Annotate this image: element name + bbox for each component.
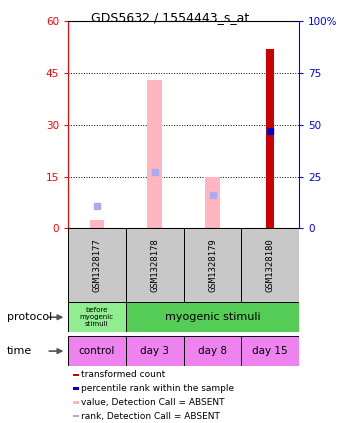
Bar <box>68 228 126 302</box>
Bar <box>241 228 299 302</box>
Bar <box>126 336 184 366</box>
Text: day 15: day 15 <box>253 346 288 356</box>
Bar <box>148 80 162 228</box>
Text: value, Detection Call = ABSENT: value, Detection Call = ABSENT <box>81 398 224 407</box>
Text: day 8: day 8 <box>198 346 227 356</box>
Bar <box>68 302 126 332</box>
Bar <box>184 336 241 366</box>
Bar <box>184 228 241 302</box>
Text: before
myogenic
stimuli: before myogenic stimuli <box>80 307 114 327</box>
Text: rank, Detection Call = ABSENT: rank, Detection Call = ABSENT <box>81 412 220 420</box>
Text: transformed count: transformed count <box>81 371 165 379</box>
Text: GSM1328177: GSM1328177 <box>92 239 101 292</box>
Bar <box>73 387 79 390</box>
Text: GDS5632 / 1554443_s_at: GDS5632 / 1554443_s_at <box>91 11 249 24</box>
Bar <box>73 401 79 404</box>
Text: GSM1328178: GSM1328178 <box>150 239 159 292</box>
Bar <box>205 177 220 228</box>
Text: GSM1328180: GSM1328180 <box>266 239 275 292</box>
Text: control: control <box>79 346 115 356</box>
Text: GSM1328179: GSM1328179 <box>208 239 217 292</box>
Bar <box>126 302 299 332</box>
Text: percentile rank within the sample: percentile rank within the sample <box>81 384 234 393</box>
Text: protocol: protocol <box>7 312 52 322</box>
Bar <box>90 220 104 228</box>
Text: time: time <box>7 346 32 356</box>
Bar <box>241 336 299 366</box>
Bar <box>266 49 274 228</box>
Bar <box>73 415 79 418</box>
Text: myogenic stimuli: myogenic stimuli <box>165 312 260 322</box>
Text: day 3: day 3 <box>140 346 169 356</box>
Bar <box>73 374 79 376</box>
Bar <box>68 336 126 366</box>
Bar <box>126 228 184 302</box>
